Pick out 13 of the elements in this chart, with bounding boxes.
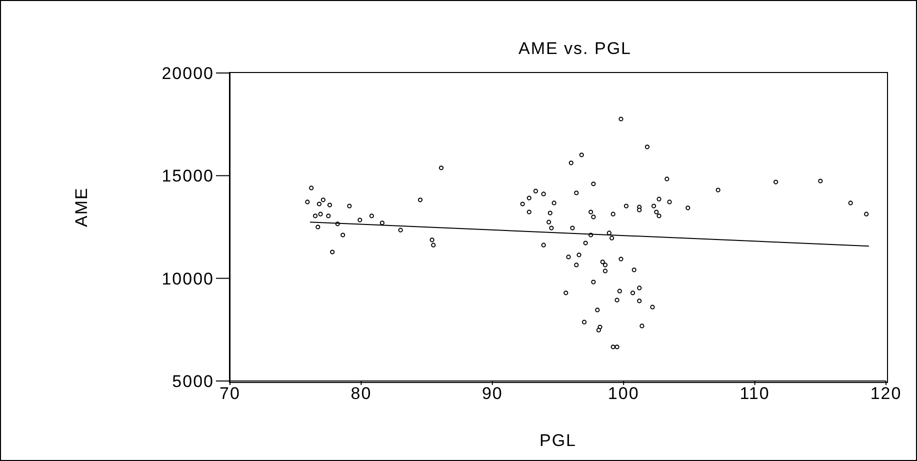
x-tick-label: 90 <box>482 384 503 404</box>
x-axis-title: PGL <box>539 431 577 450</box>
x-tick-label: 110 <box>740 384 770 404</box>
y-axis-title: AME <box>72 187 92 227</box>
x-tick-label: 70 <box>220 384 240 404</box>
x-tick-label: 120 <box>870 384 902 404</box>
x-tick-label: 100 <box>608 384 640 404</box>
y-tick-label: 15000 <box>162 166 214 186</box>
y-tick-label: 5000 <box>172 372 214 392</box>
y-tick-label: 10000 <box>162 269 214 288</box>
chart-title: AME vs. PGL <box>517 39 633 59</box>
y-tick-label: 20000 <box>162 64 214 84</box>
x-tick-label: 80 <box>350 384 372 404</box>
